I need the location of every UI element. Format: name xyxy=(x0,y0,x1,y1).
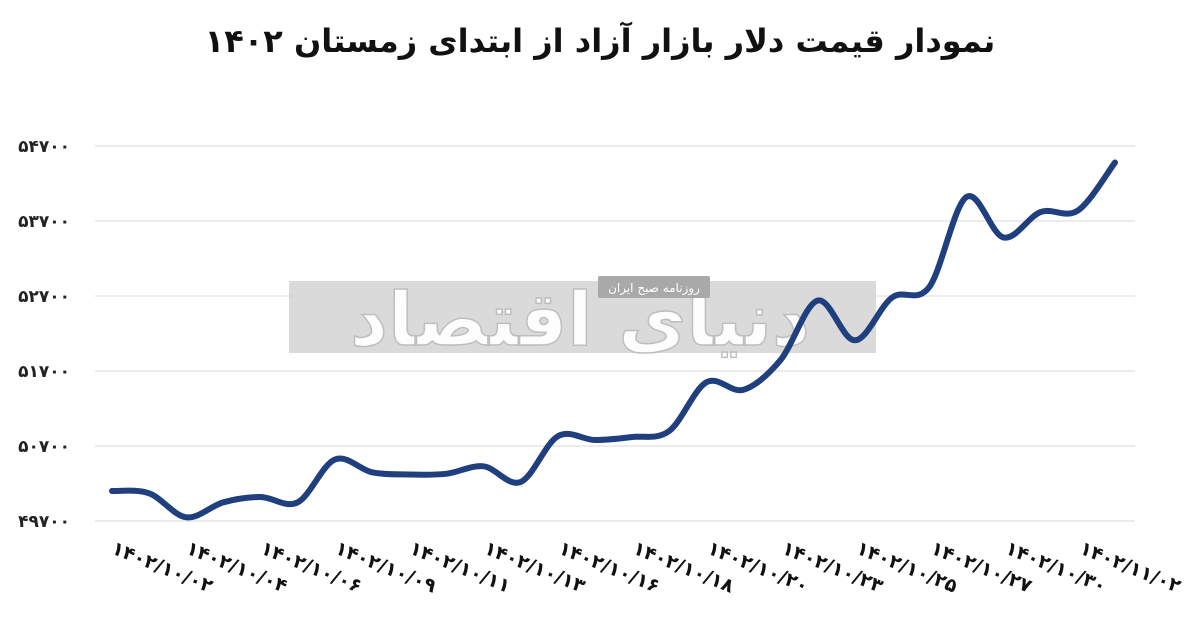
watermark-band xyxy=(289,281,876,353)
watermark-text: دنیای اقتصاد xyxy=(350,277,810,363)
y-tick-label: ۵۱۷۰۰ xyxy=(18,362,70,382)
chart-title: نمودار قیمت دلار بازار آزاد از ابتدای زم… xyxy=(204,22,996,60)
y-tick-label: ۵۲۷۰۰ xyxy=(18,287,70,307)
y-tick-label: ۵۴۷۰۰ xyxy=(18,137,70,157)
y-tick-label: ۵۰۷۰۰ xyxy=(18,437,70,457)
y-tick-label: ۴۹۷۰۰ xyxy=(18,512,70,532)
watermark-sub-box xyxy=(598,276,710,298)
watermark-sub-text: روزنامه صبح ایران xyxy=(608,281,700,296)
series-line xyxy=(109,159,1118,521)
y-tick-label: ۵۳۷۰۰ xyxy=(18,212,70,232)
